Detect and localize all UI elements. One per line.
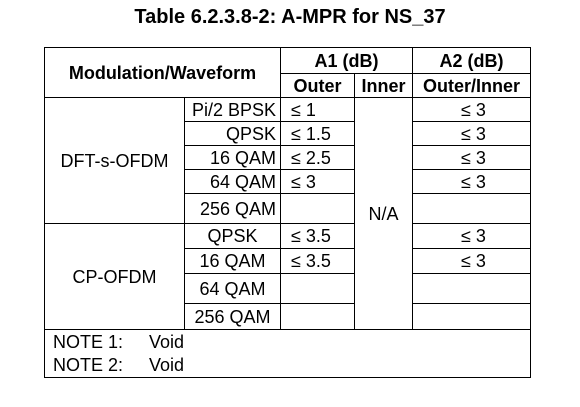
a1-outer-cell: ≤ 1.5: [281, 122, 355, 146]
waveform-dft-s-ofdm: DFT-s-OFDM: [45, 98, 185, 224]
a1-outer-cell: ≤ 2.5: [281, 146, 355, 170]
note-label: NOTE 1:: [53, 331, 149, 354]
a2-cell: [413, 304, 531, 330]
header-modulation-waveform: Modulation/Waveform: [45, 48, 281, 98]
header-a2-outer-inner: Outer/Inner: [413, 74, 531, 98]
a-mpr-table: Modulation/Waveform A1 (dB) A2 (dB) Oute…: [44, 47, 531, 378]
a1-outer-cell: [281, 274, 355, 304]
a2-cell: ≤ 3: [413, 122, 531, 146]
a1-inner-cell: N/A: [355, 98, 413, 330]
header-a1: A1 (dB): [281, 48, 413, 74]
a1-outer-cell: ≤ 1: [281, 98, 355, 122]
a2-cell: ≤ 3: [413, 249, 531, 274]
a1-outer-cell: [281, 304, 355, 330]
header-a1-inner: Inner: [355, 74, 413, 98]
a2-cell: ≤ 3: [413, 170, 531, 194]
modulation-cell: QPSK: [185, 122, 281, 146]
note-text: Void: [149, 355, 184, 375]
modulation-cell: 16 QAM: [185, 146, 281, 170]
a1-outer-cell: ≤ 3: [281, 170, 355, 194]
header-a2: A2 (dB): [413, 48, 531, 74]
modulation-cell: 64 QAM: [185, 274, 281, 304]
a2-cell: [413, 274, 531, 304]
a2-cell: ≤ 3: [413, 146, 531, 170]
modulation-cell: 64 QAM: [185, 170, 281, 194]
note-2: NOTE 2: Void: [53, 354, 530, 377]
note-text: Void: [149, 332, 184, 352]
waveform-cp-ofdm: CP-OFDM: [45, 224, 185, 330]
table-title: Table 6.2.3.8-2: A-MPR for NS_37: [0, 5, 580, 29]
note-label: NOTE 2:: [53, 354, 149, 377]
a2-cell: ≤ 3: [413, 98, 531, 122]
modulation-cell: 256 QAM: [185, 194, 281, 224]
note-1: NOTE 1: Void: [53, 331, 530, 354]
notes-cell: NOTE 1: Void NOTE 2: Void: [45, 330, 531, 378]
a2-cell: [413, 194, 531, 224]
table-row: CP-OFDM QPSK ≤ 3.5 ≤ 3: [45, 224, 531, 249]
modulation-cell: 16 QAM: [185, 249, 281, 274]
modulation-cell: Pi/2 BPSK: [185, 98, 281, 122]
modulation-cell: 256 QAM: [185, 304, 281, 330]
modulation-cell: QPSK: [185, 224, 281, 249]
a1-outer-cell: ≤ 3.5: [281, 224, 355, 249]
a1-outer-cell: [281, 194, 355, 224]
a1-outer-cell: ≤ 3.5: [281, 249, 355, 274]
table-row: DFT-s-OFDM Pi/2 BPSK ≤ 1 N/A ≤ 3: [45, 98, 531, 122]
header-a1-outer: Outer: [281, 74, 355, 98]
a2-cell: ≤ 3: [413, 224, 531, 249]
